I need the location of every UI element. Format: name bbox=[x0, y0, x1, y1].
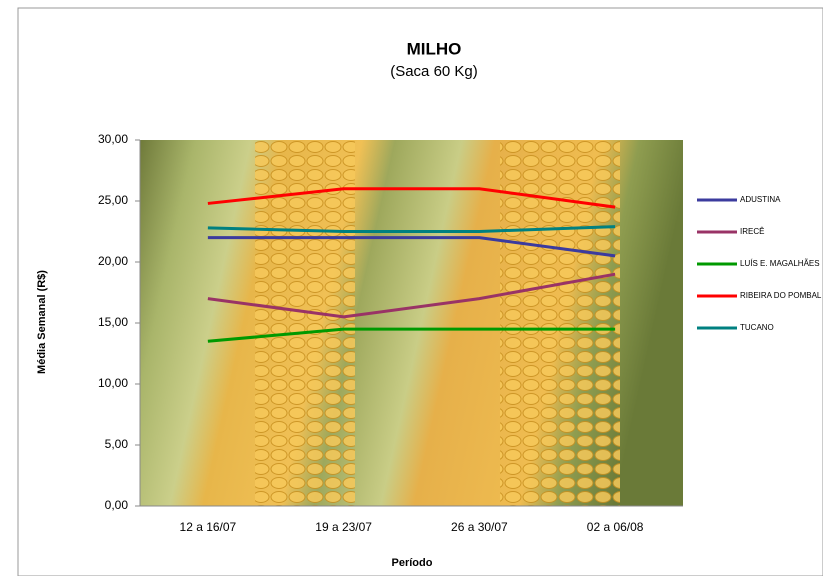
y-tick-label: 0,00 bbox=[105, 498, 129, 512]
y-tick-label: 20,00 bbox=[98, 254, 128, 268]
x-tick-label: 02 a 06/08 bbox=[587, 520, 644, 534]
chart-title: MILHO bbox=[407, 39, 462, 58]
y-tick-label: 25,00 bbox=[98, 193, 128, 207]
legend-label: IRECÊ bbox=[740, 227, 764, 236]
legend-label: RIBEIRA DO POMBAL bbox=[740, 291, 822, 300]
x-axis-label: Período bbox=[392, 557, 433, 569]
x-tick-label: 26 a 30/07 bbox=[451, 520, 508, 534]
y-tick-label: 10,00 bbox=[98, 376, 128, 390]
y-axis-label: Média Semanal (R$) bbox=[36, 270, 48, 374]
x-tick-label: 19 a 23/07 bbox=[315, 520, 372, 534]
legend-label: LUÍS E. MAGALHÃES bbox=[740, 259, 820, 268]
legend-label: ADUSTINA bbox=[740, 195, 781, 204]
y-tick-label: 30,00 bbox=[98, 132, 128, 146]
x-tick-label: 12 a 16/07 bbox=[180, 520, 237, 534]
y-tick-label: 5,00 bbox=[105, 437, 129, 451]
chart-subtitle: (Saca 60 Kg) bbox=[390, 63, 478, 80]
chart: MILHO (Saca 60 Kg) Período Média Semanal… bbox=[0, 0, 823, 576]
plot-background bbox=[140, 140, 683, 506]
y-tick-label: 15,00 bbox=[98, 315, 128, 329]
legend-label: TUCANO bbox=[740, 323, 774, 332]
